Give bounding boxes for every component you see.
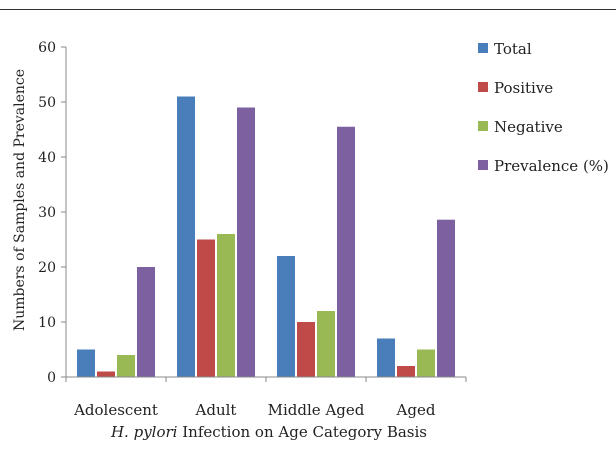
y-tick-label: 20: [38, 260, 56, 276]
y-tick-label: 50: [38, 95, 56, 111]
x-axis: Adolescent Adult Middle Aged Aged: [65, 376, 467, 419]
y-axis-title: Numbers of Samples and Prevalence: [12, 69, 28, 331]
top-rule: [0, 9, 616, 10]
legend-swatch: [478, 82, 488, 92]
bar-positive-adolescent: [97, 371, 115, 377]
legend: Total Positive Negative Prevalence (%): [478, 40, 609, 175]
legend-label: Prevalence (%): [494, 157, 609, 175]
x-category-label: Middle Aged: [268, 401, 365, 419]
bar-negative-adult: [217, 234, 235, 377]
legend-label: Total: [494, 40, 532, 58]
legend-swatch: [478, 160, 488, 170]
y-tick-label: 60: [38, 40, 56, 56]
x-category-label: Adolescent: [73, 401, 158, 419]
legend-label: Positive: [494, 79, 553, 97]
y-tick-label: 0: [47, 370, 56, 386]
bar-positive-adult: [197, 239, 215, 377]
x-category-label: Aged: [396, 401, 436, 419]
bar-total-middle-aged: [277, 256, 295, 377]
y-tick-label: 30: [38, 205, 56, 221]
bar-negative-middle-aged: [317, 311, 335, 377]
y-tick-label: 10: [38, 315, 56, 331]
x-category-label: Adult: [195, 401, 237, 419]
y-axis: 0 10 20 30 40 50 60: [38, 40, 67, 386]
bar-total-aged: [377, 338, 395, 377]
y-tick-label: 40: [38, 150, 56, 166]
bars: [77, 96, 455, 377]
caption-rest: Infection on Age Category Basis: [177, 423, 427, 441]
bar-negative-adolescent: [117, 355, 135, 377]
bar-prevalence-middle-aged: [337, 126, 355, 377]
bar-total-adult: [177, 96, 195, 377]
bar-prevalence-aged: [437, 219, 455, 377]
caption-italic: H. pylori: [110, 423, 178, 441]
legend-swatch: [478, 121, 488, 131]
bar-total-adolescent: [77, 349, 95, 377]
legend-swatch: [478, 43, 488, 53]
bar-negative-aged: [417, 349, 435, 377]
bar-positive-aged: [397, 366, 415, 377]
bar-prevalence-adult: [237, 107, 255, 377]
bar-positive-middle-aged: [297, 322, 315, 377]
chart-caption: H. pylori Infection on Age Category Basi…: [110, 423, 427, 441]
legend-label: Negative: [494, 118, 563, 136]
bar-prevalence-adolescent: [137, 267, 155, 377]
